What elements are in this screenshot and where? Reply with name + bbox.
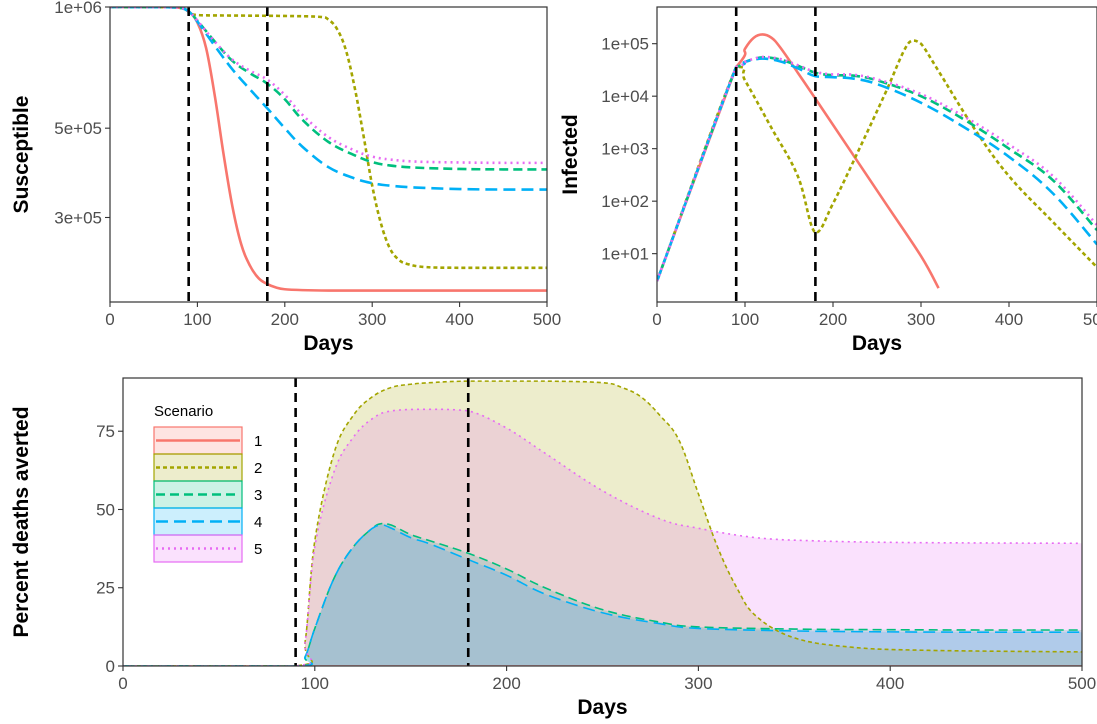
line-series-3	[123, 522, 1082, 666]
legend-key-4	[153, 507, 243, 536]
legend-label: 5	[254, 541, 262, 558]
x-tick-label: 100	[301, 674, 329, 693]
x-tick-label: 0	[118, 674, 127, 693]
y-axis-title: Percent deaths averted	[10, 406, 33, 637]
line-series-5	[123, 408, 1082, 666]
x-axis-title: Days	[577, 696, 627, 719]
legend-title: Scenario	[154, 403, 213, 420]
line-series-5	[110, 7, 547, 165]
y-tick-label: 1e+06	[54, 0, 102, 17]
x-tick-label: 300	[358, 310, 386, 329]
x-tick-label: 200	[271, 310, 299, 329]
legend-label: 2	[254, 460, 262, 477]
x-tick-label: 300	[907, 310, 935, 329]
x-tick-label: 400	[876, 674, 904, 693]
plot-area	[110, 7, 547, 292]
x-tick-label: 500	[533, 310, 561, 329]
plot-area	[657, 33, 1097, 289]
y-tick-label: 1e+05	[601, 35, 649, 54]
x-tick-label: 200	[492, 674, 520, 693]
line-series-1	[110, 7, 547, 292]
infected-panel: 0 100 200 300 400 500 1e+05 1e+04 1e+03 1e+02 1e+0…	[559, 6, 1097, 355]
line-series-5	[657, 55, 1097, 282]
panel-border	[122, 377, 1083, 667]
y-tick-label: 1e+01	[601, 245, 649, 264]
line-series-2	[110, 7, 547, 270]
y-axis-title: Infected	[559, 114, 582, 195]
x-tick-label: 300	[684, 674, 712, 693]
y-tick-label: 1e+02	[601, 192, 649, 211]
area-series-4	[123, 525, 1082, 666]
line-series-2	[123, 380, 1082, 666]
y-axis-title: Susceptible	[10, 96, 33, 214]
x-tick-label: 500	[1083, 310, 1097, 329]
panel-border	[656, 6, 1097, 303]
line-series-2	[657, 39, 1097, 282]
y-tick-label: 50	[96, 500, 115, 519]
line-series-1	[657, 33, 940, 289]
legend-label: 1	[254, 433, 262, 450]
line-series-3	[657, 56, 1097, 282]
plot-area	[123, 380, 1082, 666]
y-tick-label: 3e+05	[54, 208, 102, 227]
y-tick-label: 5e+05	[54, 119, 102, 138]
area-series-2	[123, 381, 1082, 666]
x-tick-label: 500	[1068, 674, 1096, 693]
x-tick-label: 0	[105, 310, 114, 329]
x-tick-label: 100	[731, 310, 759, 329]
x-tick-label: 0	[652, 310, 661, 329]
x-tick-label: 400	[445, 310, 473, 329]
y-tick-label: 1e+03	[601, 140, 649, 159]
line-series-3	[110, 7, 547, 171]
area-series-3	[123, 523, 1082, 666]
panel-border	[109, 6, 548, 303]
y-tick-label: 1e+04	[601, 87, 649, 106]
x-tick-label: 400	[995, 310, 1023, 329]
y-tick-label: 75	[96, 422, 115, 441]
y-tick-label: 25	[96, 579, 115, 598]
x-tick-label: 100	[183, 310, 211, 329]
susceptible-panel: 0 100 200 300 400 500 1e+06 5e+05 3e+05 Days Susce…	[10, 0, 561, 355]
x-axis-title: Days	[303, 332, 353, 355]
x-tick-label: 200	[819, 310, 847, 329]
area-series-5	[123, 409, 1082, 666]
legend-label: 4	[254, 514, 262, 531]
legend-label: 3	[254, 487, 262, 504]
x-axis-title: Days	[852, 332, 902, 355]
legend: Scenario 1 2 3 4 5	[153, 403, 262, 563]
line-series-4	[657, 57, 1097, 282]
y-tick-label: 0	[106, 657, 115, 676]
